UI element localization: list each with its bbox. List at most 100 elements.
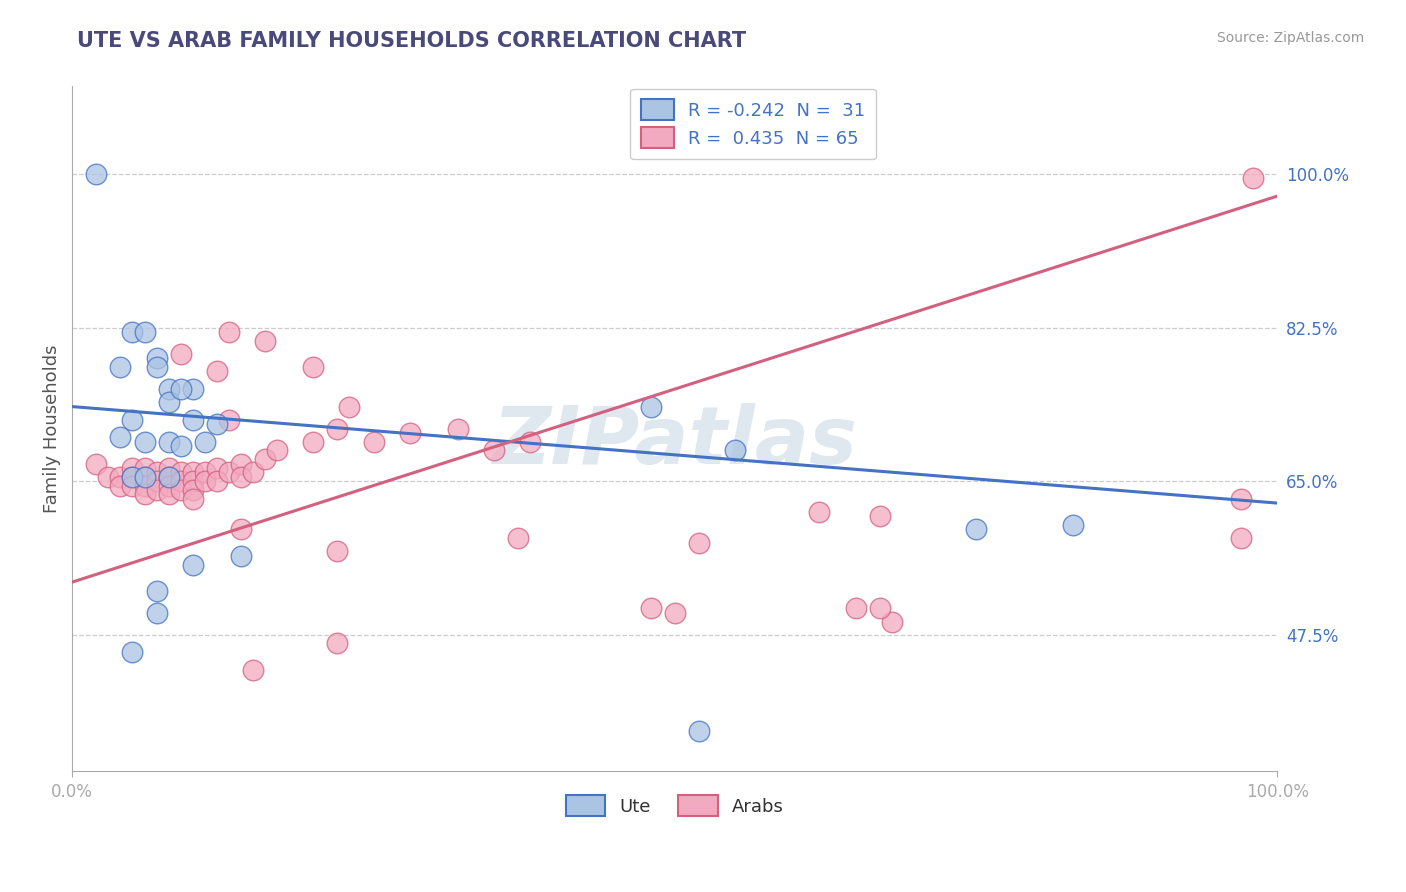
Point: [326, 544, 349, 558]
Point: [218, 325, 240, 339]
Point: [229, 457, 252, 471]
Point: [1241, 171, 1264, 186]
Point: [134, 478, 156, 492]
Point: [724, 443, 747, 458]
Point: [157, 395, 180, 409]
Point: [205, 364, 228, 378]
Point: [266, 443, 288, 458]
Point: [363, 434, 385, 449]
Point: [205, 474, 228, 488]
Point: [965, 523, 987, 537]
Point: [134, 470, 156, 484]
Point: [242, 466, 264, 480]
Point: [97, 470, 120, 484]
Point: [170, 466, 193, 480]
Point: [134, 434, 156, 449]
Point: [181, 466, 204, 480]
Point: [170, 347, 193, 361]
Point: [121, 413, 143, 427]
Point: [254, 452, 277, 467]
Point: [229, 523, 252, 537]
Point: [640, 400, 662, 414]
Point: [181, 413, 204, 427]
Point: [86, 167, 108, 181]
Point: [229, 549, 252, 563]
Point: [121, 470, 143, 484]
Point: [181, 483, 204, 497]
Point: [157, 470, 180, 484]
Point: [145, 606, 167, 620]
Point: [640, 601, 662, 615]
Point: [134, 461, 156, 475]
Point: [1230, 491, 1253, 506]
Point: [121, 645, 143, 659]
Point: [880, 615, 903, 629]
Point: [688, 724, 710, 739]
Point: [145, 474, 167, 488]
Point: [110, 478, 132, 492]
Point: [254, 334, 277, 348]
Point: [194, 466, 217, 480]
Point: [229, 470, 252, 484]
Point: [145, 583, 167, 598]
Point: [869, 509, 891, 524]
Point: [145, 360, 167, 375]
Point: [145, 483, 167, 497]
Point: [86, 457, 108, 471]
Point: [398, 425, 420, 440]
Point: [121, 461, 143, 475]
Point: [121, 325, 143, 339]
Point: [302, 434, 325, 449]
Point: [157, 382, 180, 396]
Point: [181, 491, 204, 506]
Point: [157, 478, 180, 492]
Point: [242, 663, 264, 677]
Point: [194, 434, 217, 449]
Point: [170, 439, 193, 453]
Point: [157, 470, 180, 484]
Point: [1230, 531, 1253, 545]
Point: [170, 474, 193, 488]
Point: [157, 461, 180, 475]
Point: [326, 421, 349, 435]
Point: [447, 421, 470, 435]
Text: UTE VS ARAB FAMILY HOUSEHOLDS CORRELATION CHART: UTE VS ARAB FAMILY HOUSEHOLDS CORRELATIO…: [77, 31, 747, 51]
Text: Source: ZipAtlas.com: Source: ZipAtlas.com: [1216, 31, 1364, 45]
Point: [688, 535, 710, 549]
Point: [205, 461, 228, 475]
Point: [519, 434, 541, 449]
Point: [508, 531, 530, 545]
Point: [302, 360, 325, 375]
Point: [170, 382, 193, 396]
Point: [110, 470, 132, 484]
Point: [218, 413, 240, 427]
Point: [664, 606, 686, 620]
Point: [134, 470, 156, 484]
Point: [157, 487, 180, 501]
Point: [170, 483, 193, 497]
Point: [121, 470, 143, 484]
Point: [869, 601, 891, 615]
Text: ZIPatlas: ZIPatlas: [492, 403, 858, 481]
Point: [194, 474, 217, 488]
Point: [218, 466, 240, 480]
Point: [121, 478, 143, 492]
Point: [145, 466, 167, 480]
Point: [110, 360, 132, 375]
Point: [482, 443, 505, 458]
Point: [145, 351, 167, 366]
Point: [157, 434, 180, 449]
Point: [845, 601, 868, 615]
Point: [110, 430, 132, 444]
Point: [1062, 518, 1084, 533]
Y-axis label: Family Households: Family Households: [44, 344, 60, 513]
Point: [181, 382, 204, 396]
Point: [181, 558, 204, 572]
Point: [134, 325, 156, 339]
Legend: Ute, Arabs: Ute, Arabs: [558, 788, 792, 823]
Point: [134, 487, 156, 501]
Point: [181, 474, 204, 488]
Point: [205, 417, 228, 431]
Point: [339, 400, 361, 414]
Point: [326, 636, 349, 650]
